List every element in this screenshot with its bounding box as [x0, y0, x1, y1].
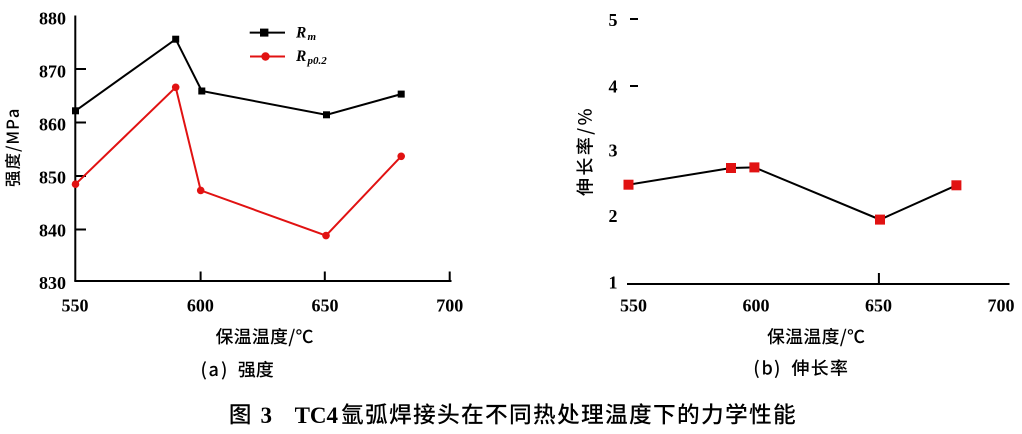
svg-text:860: 860: [39, 115, 66, 135]
svg-text:880: 880: [39, 9, 66, 29]
svg-text:4: 4: [609, 77, 618, 97]
svg-text:p0.2: p0.2: [307, 55, 328, 67]
svg-text:700: 700: [436, 296, 463, 316]
svg-text:650: 650: [865, 296, 892, 316]
svg-text:2: 2: [609, 206, 618, 226]
svg-text:m: m: [308, 31, 317, 43]
svg-text:600: 600: [187, 296, 214, 316]
svg-text:830: 830: [39, 273, 66, 293]
svg-text:R: R: [295, 48, 306, 65]
svg-text:550: 550: [62, 296, 89, 316]
svg-text:1: 1: [609, 273, 618, 293]
svg-text:870: 870: [39, 62, 66, 82]
svg-text:700: 700: [988, 296, 1015, 316]
svg-text:3: 3: [261, 403, 273, 428]
svg-text:TC4: TC4: [295, 403, 339, 428]
svg-text:5: 5: [609, 10, 618, 30]
svg-text:3: 3: [609, 141, 618, 161]
svg-text:840: 840: [39, 220, 66, 240]
svg-text:650: 650: [312, 296, 339, 316]
svg-text:600: 600: [743, 296, 770, 316]
svg-text:550: 550: [620, 296, 647, 316]
svg-text:850: 850: [39, 167, 66, 187]
svg-text:R: R: [295, 25, 306, 42]
